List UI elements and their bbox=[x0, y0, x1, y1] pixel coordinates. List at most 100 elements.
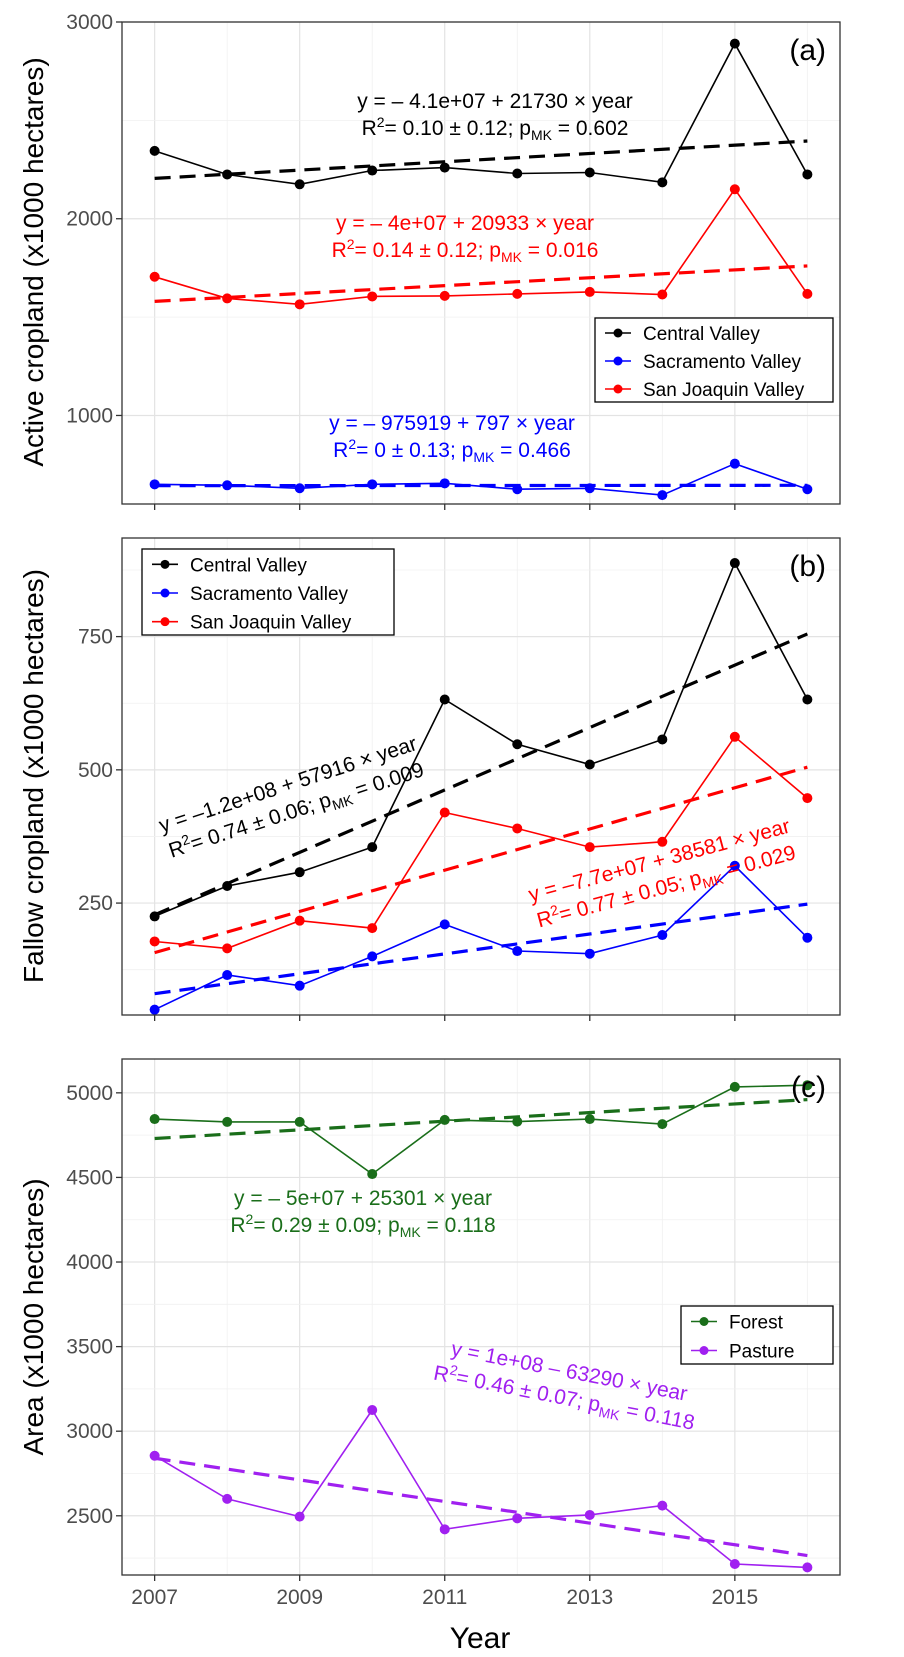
y-tick-label: 250 bbox=[78, 892, 113, 915]
data-point-san-joaquin-valley bbox=[439, 807, 450, 818]
legend-box bbox=[141, 548, 395, 636]
data-point-san-joaquin-valley bbox=[802, 288, 813, 299]
data-point-central-valley bbox=[512, 168, 523, 179]
y-tick-label: 5000 bbox=[66, 1082, 113, 1105]
data-point-san-joaquin-valley bbox=[802, 793, 813, 804]
panel-b-frame bbox=[121, 537, 841, 1016]
data-point-forest bbox=[149, 1114, 160, 1125]
y-tick-label: 3000 bbox=[66, 1420, 113, 1443]
legend-label: Forest bbox=[729, 1313, 784, 1334]
series-line-central-valley bbox=[154, 561, 809, 918]
trend-line-pasture bbox=[154, 1456, 808, 1558]
data-point-central-valley bbox=[294, 867, 305, 878]
data-point-san-joaquin-valley bbox=[222, 943, 233, 954]
panel-c-trend-lines bbox=[154, 1098, 808, 1558]
trend-line-forest bbox=[154, 1098, 808, 1141]
regression-stats: R2= 0 ± 0.13; pMK = 0.466 bbox=[333, 436, 571, 465]
panel-a-legend: Central Valley Sacramento Valley San Joaqu… bbox=[594, 317, 834, 403]
data-point-san-joaquin-valley bbox=[439, 290, 450, 301]
series-line-forest bbox=[154, 1084, 808, 1175]
y-tick-label: 3500 bbox=[66, 1336, 113, 1359]
data-point-central-valley bbox=[222, 881, 233, 892]
x-tick-label: 2013 bbox=[566, 1586, 613, 1609]
trend-line-san-joaquin-valley bbox=[154, 264, 808, 303]
data-point-forest bbox=[584, 1114, 595, 1125]
data-point-pasture bbox=[367, 1405, 378, 1416]
legend-swatch-point bbox=[160, 559, 170, 569]
panel-a-y-axis-label: Active cropland (x1000 hectares) bbox=[18, 57, 49, 466]
legend-swatch-point bbox=[160, 617, 170, 627]
x-tick-label: 2015 bbox=[711, 1586, 758, 1609]
data-point-sacramento-valley bbox=[149, 479, 160, 490]
data-point-san-joaquin-valley bbox=[367, 291, 378, 302]
data-point-sacramento-valley bbox=[802, 932, 813, 943]
data-point-san-joaquin-valley bbox=[222, 293, 233, 304]
data-point-sacramento-valley bbox=[657, 490, 668, 501]
data-point-san-joaquin-valley bbox=[729, 184, 740, 195]
y-tick-label: 1000 bbox=[66, 404, 113, 427]
data-point-central-valley bbox=[802, 169, 813, 180]
data-point-central-valley bbox=[149, 911, 160, 922]
y-tick-label: 2500 bbox=[66, 1505, 113, 1528]
legend-box bbox=[594, 317, 834, 403]
x-tick-label: 2009 bbox=[276, 1586, 323, 1609]
trend-line-san-joaquin-valley bbox=[154, 765, 808, 955]
panel-b-trend-lines bbox=[154, 632, 808, 996]
data-point-pasture bbox=[149, 1450, 160, 1461]
data-point-san-joaquin-valley bbox=[657, 836, 668, 847]
data-point-central-valley bbox=[657, 734, 668, 745]
legend-swatch-point bbox=[160, 588, 170, 598]
data-point-forest bbox=[222, 1116, 233, 1127]
data-point-sacramento-valley bbox=[512, 484, 523, 495]
data-point-pasture bbox=[584, 1509, 595, 1520]
panel-b-y-ticks: 250 500 750 bbox=[78, 626, 736, 1021]
data-point-san-joaquin-valley bbox=[657, 289, 668, 300]
legend-swatch-point bbox=[699, 1317, 709, 1326]
data-point-san-joaquin-valley bbox=[149, 936, 160, 947]
data-point-san-joaquin-valley bbox=[512, 823, 523, 834]
data-point-sacramento-valley bbox=[222, 970, 233, 981]
legend-swatch-point bbox=[613, 356, 623, 366]
data-point-sacramento-valley bbox=[367, 479, 378, 490]
legend-swatch-point bbox=[699, 1346, 709, 1355]
data-point-san-joaquin-valley bbox=[512, 288, 523, 299]
x-axis-ticks: 2007 2009 2011 2013 2015 bbox=[131, 1586, 758, 1609]
panel-b-y-axis-label: Fallow cropland (x1000 hectares) bbox=[18, 569, 49, 983]
data-point-sacramento-valley bbox=[657, 930, 668, 941]
data-point-forest bbox=[802, 1080, 813, 1091]
panel-a-grid bbox=[122, 21, 840, 504]
y-tick-label: 4500 bbox=[66, 1166, 113, 1189]
data-point-sacramento-valley bbox=[802, 484, 813, 495]
data-point-san-joaquin-valley bbox=[294, 915, 305, 926]
panel-b-legend: Central Valley Sacramento Valley San Joaqu… bbox=[141, 548, 395, 636]
data-point-sacramento-valley bbox=[439, 478, 450, 489]
data-point-sacramento-valley bbox=[729, 860, 740, 871]
data-point-sacramento-valley bbox=[294, 980, 305, 991]
data-point-central-valley bbox=[584, 759, 595, 770]
data-point-central-valley bbox=[729, 38, 740, 49]
panel-c-y-ticks: 2500 3000 3500 4000 4500 5000 bbox=[66, 1082, 736, 1581]
data-point-san-joaquin-valley bbox=[149, 271, 160, 282]
data-point-sacramento-valley bbox=[294, 483, 305, 494]
data-point-san-joaquin-valley bbox=[584, 842, 595, 853]
panel-a-frame bbox=[121, 21, 841, 505]
y-tick-label: 3000 bbox=[66, 11, 113, 34]
data-point-forest bbox=[512, 1116, 523, 1127]
panel-a-y-ticks: 1000 2000 3000 bbox=[66, 11, 736, 510]
legend-label: Central Valley bbox=[643, 324, 760, 345]
series-line-sacramento-valley bbox=[154, 462, 808, 496]
data-point-san-joaquin-valley bbox=[584, 286, 595, 297]
data-point-pasture bbox=[729, 1559, 740, 1570]
trend-line-central-valley bbox=[154, 632, 808, 917]
panel-c-label: (c) bbox=[791, 1071, 826, 1104]
data-point-central-valley bbox=[439, 694, 450, 705]
data-point-pasture bbox=[802, 1562, 813, 1573]
legend-label: Central Valley bbox=[190, 555, 307, 576]
